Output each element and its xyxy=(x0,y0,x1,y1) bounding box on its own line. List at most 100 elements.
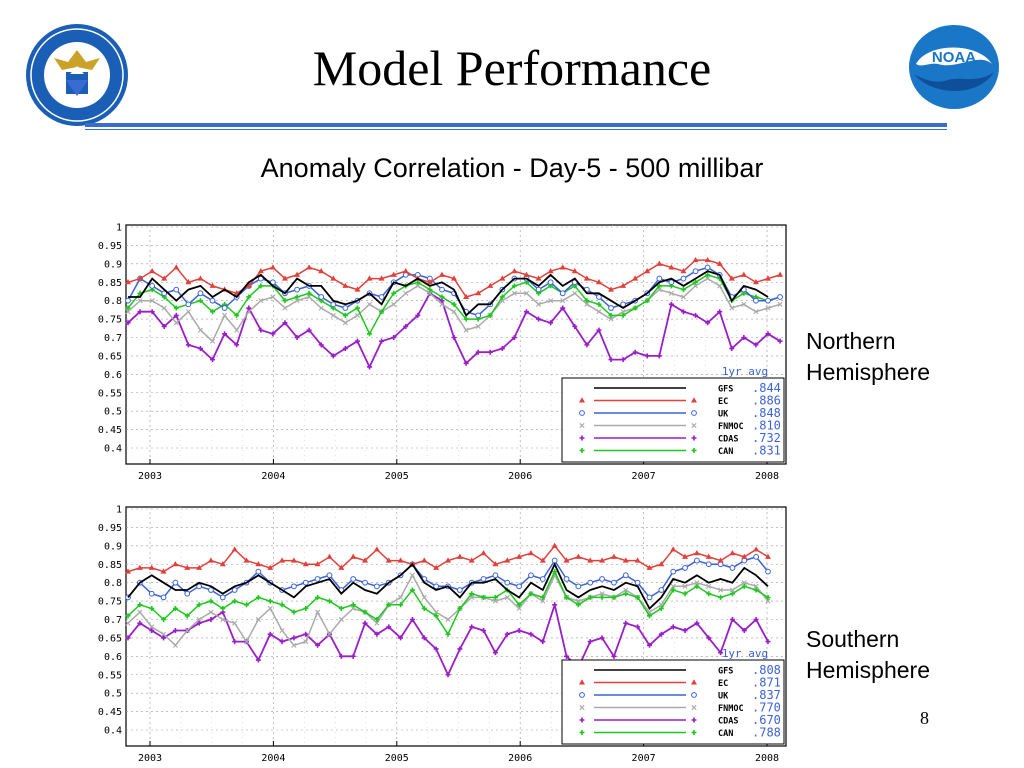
data-point xyxy=(173,312,179,318)
data-point xyxy=(219,561,226,567)
data-point xyxy=(197,327,204,333)
y-tick-label: 0.65 xyxy=(98,633,122,644)
data-point xyxy=(656,275,663,282)
data-point xyxy=(765,297,771,304)
data-point xyxy=(694,583,700,589)
data-point xyxy=(516,602,522,608)
data-point xyxy=(409,617,415,622)
y-tick-label: 0.75 xyxy=(98,315,122,326)
data-point xyxy=(267,605,273,612)
data-point xyxy=(367,331,373,337)
legend-marker xyxy=(579,704,585,711)
data-point xyxy=(342,282,349,288)
y-tick-label: 0.5 xyxy=(104,689,122,700)
series-markers-cdas xyxy=(125,290,783,370)
data-point xyxy=(620,357,626,363)
data-point xyxy=(433,613,439,619)
data-point xyxy=(136,564,143,570)
noaa-logo-text: NOAA xyxy=(932,49,976,66)
data-point xyxy=(492,561,499,567)
data-point xyxy=(207,557,214,563)
data-point xyxy=(670,546,677,552)
data-point xyxy=(270,279,276,286)
data-point xyxy=(294,335,300,340)
series-markers-fnmoc xyxy=(125,275,783,344)
data-point xyxy=(137,609,143,615)
data-point xyxy=(539,576,546,582)
x-tick-label: 2003 xyxy=(138,471,162,482)
data-point xyxy=(149,298,155,304)
data-point xyxy=(270,294,276,300)
data-point xyxy=(294,286,300,293)
data-point xyxy=(282,305,288,311)
data-point xyxy=(257,268,264,274)
data-point xyxy=(499,346,505,352)
data-point xyxy=(480,576,487,582)
data-point xyxy=(487,349,493,355)
data-point xyxy=(682,591,688,597)
y-tick-label: 0.45 xyxy=(98,425,122,436)
data-point xyxy=(255,568,262,575)
data-point xyxy=(536,316,542,322)
data-point xyxy=(777,294,783,300)
data-point xyxy=(409,572,416,578)
legend-marker xyxy=(691,397,697,403)
data-point xyxy=(196,583,203,590)
data-point xyxy=(338,653,344,659)
data-point xyxy=(415,312,421,318)
data-point xyxy=(646,613,652,619)
data-point xyxy=(208,587,214,593)
data-point xyxy=(125,305,131,311)
data-point xyxy=(608,316,614,322)
data-point xyxy=(599,594,605,600)
data-point xyxy=(668,279,675,286)
data-point xyxy=(463,327,469,333)
data-point xyxy=(492,594,498,600)
data-point xyxy=(682,583,688,589)
data-point xyxy=(219,594,226,601)
y-tick-label: 0.95 xyxy=(98,523,122,534)
data-point xyxy=(125,620,131,626)
data-point xyxy=(427,290,433,296)
data-point xyxy=(303,639,309,645)
data-point xyxy=(680,268,687,274)
data-point xyxy=(350,576,357,582)
data-point xyxy=(379,309,385,315)
data-point xyxy=(197,275,204,281)
data-point xyxy=(463,293,470,299)
data-point xyxy=(656,353,662,359)
data-point xyxy=(409,587,415,593)
data-point xyxy=(765,594,771,600)
data-point xyxy=(622,572,629,579)
data-point xyxy=(326,572,333,579)
data-point xyxy=(232,598,238,604)
data-point xyxy=(608,312,614,318)
slide-subtitle: Anomaly Correlation - Day-5 - 500 millib… xyxy=(260,153,764,183)
data-point xyxy=(504,579,511,586)
data-point xyxy=(668,301,674,307)
y-tick-label: 0.5 xyxy=(104,407,122,418)
legend-series-name: EC xyxy=(718,679,728,689)
data-point xyxy=(421,594,427,600)
data-point xyxy=(535,275,542,281)
data-point xyxy=(463,316,469,322)
legend-series-avg: .732 xyxy=(752,431,781,445)
data-point xyxy=(717,283,723,289)
data-point xyxy=(350,553,357,559)
data-point xyxy=(184,564,191,570)
data-point xyxy=(306,327,312,333)
data-point xyxy=(279,557,286,563)
data-point xyxy=(540,594,546,600)
data-point xyxy=(398,635,404,641)
legend-box xyxy=(561,377,785,463)
legend-series-name: UK xyxy=(718,410,729,420)
x-tick-label: 2008 xyxy=(755,471,779,482)
data-point xyxy=(575,602,581,608)
y-tick-label: 0.6 xyxy=(104,370,122,381)
data-point xyxy=(374,620,380,626)
data-point xyxy=(469,624,475,630)
data-point xyxy=(125,309,131,315)
legend-series-avg: .848 xyxy=(752,406,781,420)
data-point xyxy=(269,264,276,270)
data-point xyxy=(196,602,202,608)
